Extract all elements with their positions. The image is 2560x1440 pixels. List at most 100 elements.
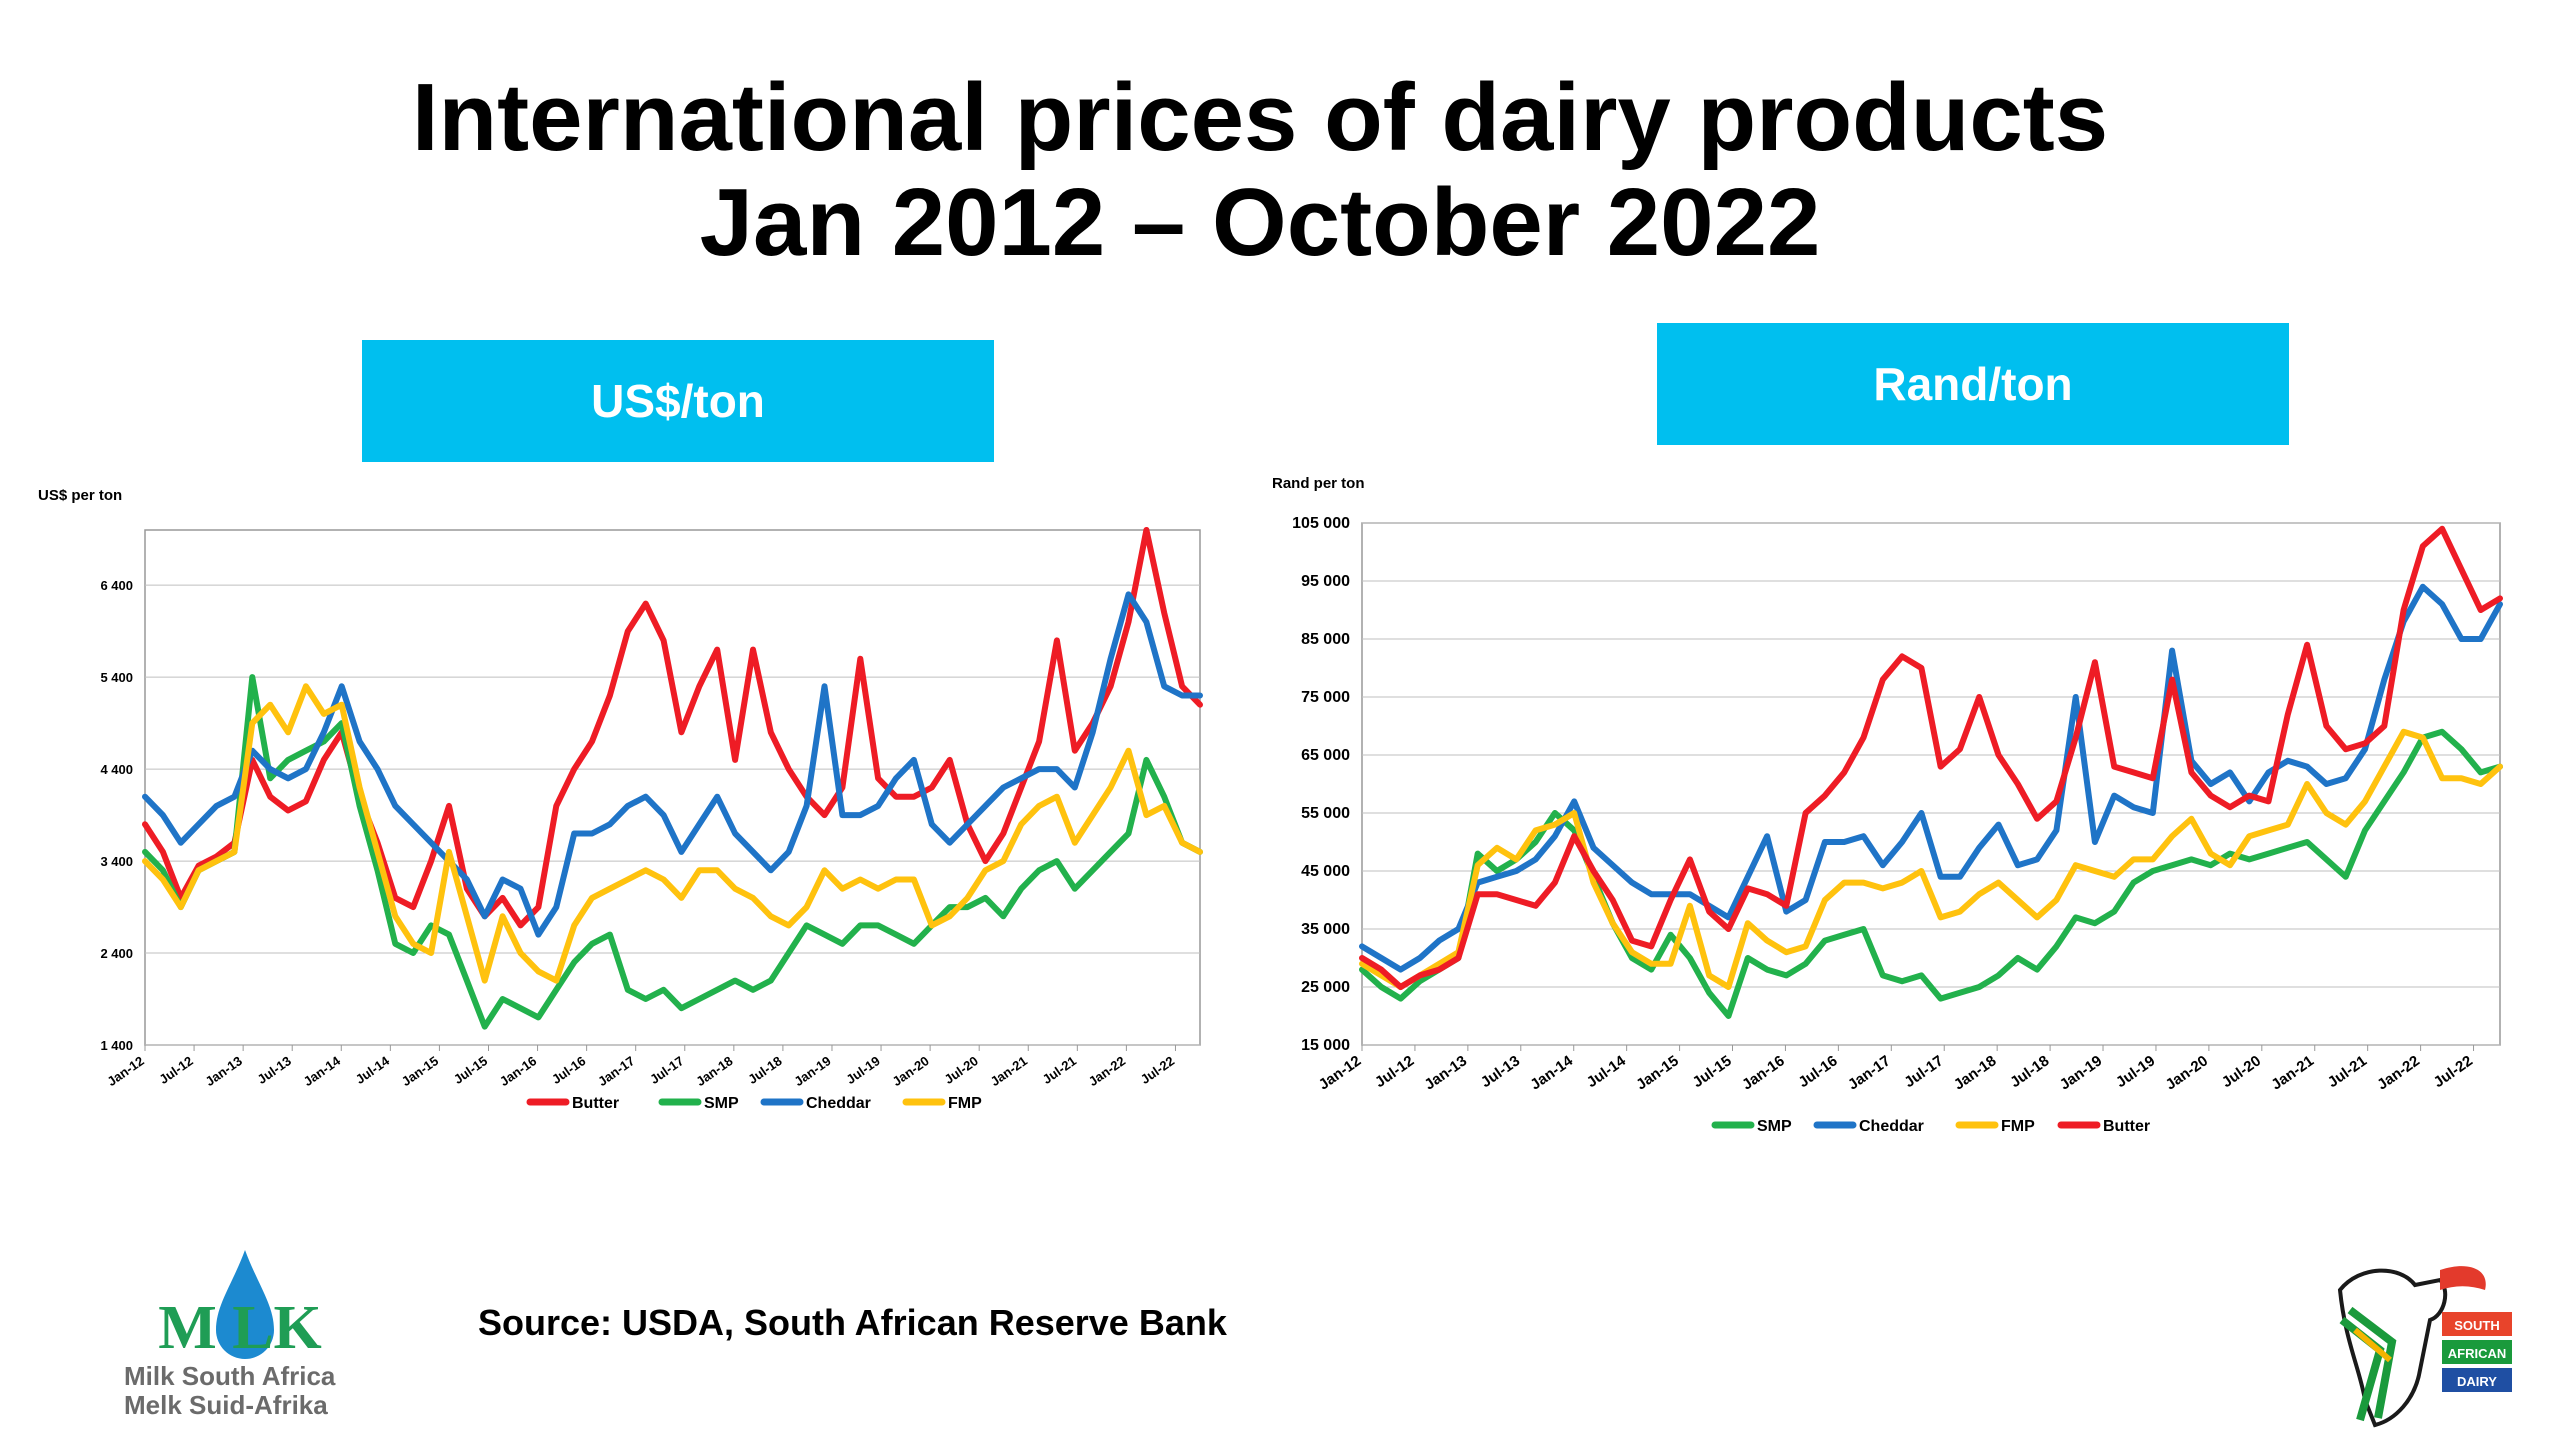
y-tick-label: 5 400 xyxy=(100,670,133,685)
x-tick-label: Jul-22 xyxy=(1138,1053,1177,1087)
red-swoosh-icon xyxy=(2440,1266,2486,1290)
x-tick-label: Jul-21 xyxy=(2325,1052,2370,1091)
x-tick-label: Jul-19 xyxy=(2113,1052,2158,1091)
legend-label: FMP xyxy=(2001,1118,2035,1135)
x-tick-label: Jul-18 xyxy=(745,1053,784,1087)
series-line-cheddar xyxy=(1359,583,2503,973)
y-tick-label: 65 000 xyxy=(1301,747,1350,764)
y-tick-label: 2 400 xyxy=(100,946,133,961)
legend-item-cheddar: Cheddar xyxy=(760,1095,871,1112)
x-tick-label: Jan-14 xyxy=(1527,1052,1576,1094)
x-tick-label: Jan-13 xyxy=(1421,1052,1470,1093)
y-tick-label: 1 400 xyxy=(100,1038,133,1053)
rand-banner: Rand/ton xyxy=(1657,323,2289,445)
x-tick-label: Jan-20 xyxy=(889,1053,931,1089)
y-tick-label: 55 000 xyxy=(1301,805,1350,822)
y-tick-label: 45 000 xyxy=(1301,863,1350,880)
legend-item-butter: Butter xyxy=(526,1095,619,1112)
logo-text-south: SOUTH xyxy=(2454,1318,2500,1333)
y-tick-label: 25 000 xyxy=(1301,979,1350,996)
series-line-smp xyxy=(1359,728,2503,1019)
logo-band-red xyxy=(2442,1312,2512,1336)
x-tick-label: Jan-12 xyxy=(104,1053,146,1089)
milk-drop-icon xyxy=(216,1250,274,1359)
x-tick-label: Jan-21 xyxy=(2268,1052,2317,1093)
x-tick-label: Jan-15 xyxy=(1633,1052,1682,1093)
x-tick-label: Jul-20 xyxy=(2219,1052,2264,1091)
legend-label: Butter xyxy=(2103,1118,2150,1135)
milk-south-africa-logo: M LK Milk South Africa Melk Suid-Afrika xyxy=(124,1250,336,1420)
x-tick-label: Jan-16 xyxy=(497,1053,539,1089)
rand-price-chart: Rand per ton 15 000 25 000 35 000 45 000 55 0… xyxy=(1272,475,2503,1135)
page-subtitle: Jan 2012 – October 2022 xyxy=(699,169,1821,276)
usd-price-chart: US$ per ton 1 400 2 400 3 400 4 400 5 400 6 40… xyxy=(38,487,1203,1112)
legend-item-smp: SMP xyxy=(658,1095,739,1112)
usd-banner: US$/ton xyxy=(362,340,994,462)
logo-band-green xyxy=(2442,1340,2512,1364)
milk-logo-line2: Melk Suid-Afrika xyxy=(124,1390,328,1420)
y-tick-label: 95 000 xyxy=(1301,573,1350,590)
x-tick-label: Jan-18 xyxy=(693,1053,735,1089)
y-tick-label: 6 400 xyxy=(100,578,133,593)
x-tick-label: Jan-12 xyxy=(1316,1052,1365,1093)
legend-label: FMP xyxy=(948,1095,982,1112)
x-tick-label: Jul-17 xyxy=(1901,1052,1946,1091)
legend-label: Cheddar xyxy=(806,1095,871,1112)
legend-item-butter: Butter xyxy=(2057,1118,2150,1135)
x-tick-label: Jul-16 xyxy=(1795,1052,1840,1091)
x-tick-label: Jul-19 xyxy=(843,1053,882,1087)
source-note: Source: USDA, South African Reserve Bank xyxy=(478,1302,1227,1343)
y-axis-label: Rand per ton xyxy=(1272,475,1365,492)
x-tick-label: Jul-20 xyxy=(942,1053,981,1087)
y-tick-label: 3 400 xyxy=(100,854,133,869)
y-tick-label: 105 000 xyxy=(1292,515,1350,532)
x-tick-label: Jul-16 xyxy=(549,1053,588,1087)
series-line-fmp xyxy=(142,683,1203,984)
south-african-dairy-logo: SOUTH AFRICAN DAIRY xyxy=(2337,1266,2512,1428)
milk-logo-line1: Milk South Africa xyxy=(124,1361,336,1391)
legend-label: SMP xyxy=(1757,1118,1792,1135)
series-line-cheddar xyxy=(142,591,1203,938)
logo-text-dairy: DAIRY xyxy=(2457,1374,2497,1389)
y-tick-label: 35 000 xyxy=(1301,921,1350,938)
milk-logo-wordmark: M LK xyxy=(158,1294,322,1362)
x-tick-label: Jan-13 xyxy=(203,1053,245,1089)
legend-item-cheddar: Cheddar xyxy=(1813,1118,1924,1135)
y-tick-label: 15 000 xyxy=(1301,1037,1350,1054)
x-tick-label: Jul-13 xyxy=(255,1053,294,1087)
x-tick-label: Jul-14 xyxy=(1584,1052,1630,1091)
page-title: International prices of dairy products xyxy=(411,64,2109,171)
y-tick-label: 85 000 xyxy=(1301,631,1350,648)
x-tick-label: Jan-14 xyxy=(301,1053,344,1089)
x-tick-label: Jul-12 xyxy=(1372,1052,1417,1091)
x-tick-label: Jan-22 xyxy=(1086,1053,1128,1089)
legend-label: Butter xyxy=(572,1095,619,1112)
y-tick-label: 75 000 xyxy=(1301,689,1350,706)
x-tick-label: Jul-18 xyxy=(2007,1052,2052,1091)
flag-stripe-yellow xyxy=(2353,1327,2392,1363)
x-tick-label: Jan-17 xyxy=(1845,1052,1894,1093)
x-tick-label: Jan-20 xyxy=(2162,1052,2211,1093)
x-tick-label: Jul-14 xyxy=(353,1053,393,1087)
legend-item-fmp: FMP xyxy=(902,1095,982,1112)
x-tick-label: Jan-15 xyxy=(399,1053,441,1089)
x-tick-label: Jan-17 xyxy=(595,1053,637,1089)
x-tick-label: Jan-16 xyxy=(1739,1052,1788,1093)
legend-item-smp: SMP xyxy=(1711,1118,1792,1135)
x-tick-label: Jul-21 xyxy=(1040,1053,1079,1087)
series-line-butter xyxy=(1359,525,2503,990)
x-tick-label: Jul-15 xyxy=(451,1053,490,1087)
x-tick-label: Jul-22 xyxy=(2431,1052,2476,1091)
legend-label: SMP xyxy=(704,1095,739,1112)
x-tick-label: Jan-18 xyxy=(1951,1052,2000,1093)
legend-label: Cheddar xyxy=(1859,1118,1924,1135)
plot-area xyxy=(144,529,1201,1046)
x-tick-label: Jul-13 xyxy=(1478,1052,1523,1091)
x-tick-label: Jul-12 xyxy=(156,1053,195,1087)
logo-band-blue xyxy=(2442,1368,2512,1392)
x-tick-label: Jul-15 xyxy=(1690,1052,1735,1091)
logo-text-african: AFRICAN xyxy=(2448,1346,2507,1361)
legend-item-fmp: FMP xyxy=(1955,1118,2035,1135)
x-tick-label: Jul-17 xyxy=(647,1053,686,1087)
x-tick-label: Jan-22 xyxy=(2374,1052,2423,1093)
